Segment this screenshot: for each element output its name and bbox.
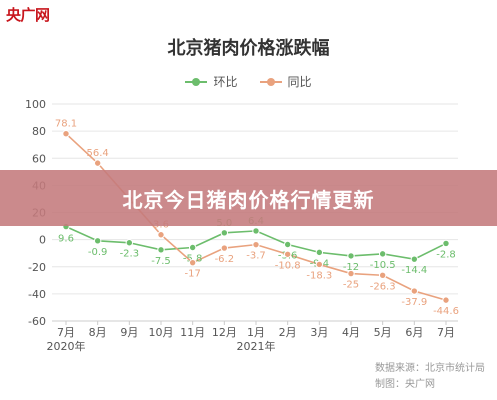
data-point <box>410 255 419 263</box>
x-tick-label: 2月 <box>279 326 297 339</box>
data-label: -12 <box>343 262 359 273</box>
y-tick-label: 100 <box>25 98 46 111</box>
y-tick-label: 80 <box>32 125 46 138</box>
logo: 央广网 <box>6 6 50 24</box>
x-tick-label: 8月 <box>89 326 107 339</box>
data-label: -10.8 <box>275 260 301 271</box>
data-point <box>188 243 197 252</box>
legend-item-yoy[interactable]: 同比 <box>259 73 312 90</box>
y-tick-label: -20 <box>28 261 46 274</box>
data-label: 9.6 <box>58 234 74 245</box>
x-tick-label: 6月 <box>405 326 423 339</box>
data-point <box>93 237 102 245</box>
data-point <box>157 246 165 254</box>
data-label: -2.3 <box>120 249 140 260</box>
source-note: 数据来源：北京市统计局 制图：央广网 <box>375 361 485 393</box>
credit-line: 制图：央广网 <box>375 379 435 390</box>
data-point <box>347 269 355 278</box>
headline-text: 北京今日猪肉价格行情更新 <box>122 187 375 212</box>
data-point <box>442 296 450 304</box>
legend-item-mom[interactable]: 环比 <box>185 73 238 90</box>
data-label: -17 <box>184 269 200 280</box>
y-tick-label: 60 <box>32 152 46 165</box>
legend: 环比 同比 <box>0 73 497 90</box>
data-label: -18.3 <box>306 270 332 281</box>
y-tick-label: 0 <box>39 234 46 247</box>
x-tick-label: 9月 <box>120 326 138 339</box>
data-label: -14.4 <box>401 265 427 276</box>
data-label: -44.6 <box>433 306 459 317</box>
data-point <box>347 252 355 260</box>
legend-swatch-yoy <box>259 77 282 87</box>
source-line: 数据来源：北京市统计局 <box>375 363 485 374</box>
chart-title: 北京猪肉价格涨跌幅 <box>167 38 330 59</box>
x-tick-label: 5月 <box>374 326 392 339</box>
headline-banner: 北京今日猪肉价格行情更新 <box>0 170 497 226</box>
data-point <box>315 260 324 269</box>
data-label: -6.2 <box>215 254 235 265</box>
x-tick-label: 1月 <box>247 326 265 339</box>
x-tick-label: 10月 <box>149 326 174 339</box>
data-point <box>93 159 102 167</box>
data-label: -25 <box>343 280 359 291</box>
x-tick-label: 12月 <box>212 326 237 339</box>
data-point <box>315 248 324 257</box>
data-point <box>157 231 165 239</box>
data-point <box>442 239 450 248</box>
data-point <box>283 240 292 249</box>
data-label: 56.4 <box>87 148 109 159</box>
data-label: -0.9 <box>88 247 108 258</box>
y-tick-label: -60 <box>28 315 46 328</box>
data-label: 78.1 <box>55 119 77 130</box>
x-tick-label: 3月 <box>310 326 328 339</box>
data-point <box>125 239 134 247</box>
data-point <box>378 271 387 279</box>
y-tick-label: -40 <box>28 288 46 301</box>
legend-label-mom: 环比 <box>213 75 238 89</box>
data-point <box>220 244 229 252</box>
x-tick-label: 7月 <box>437 326 455 339</box>
data-label: -26.3 <box>370 281 396 292</box>
data-point <box>62 130 70 138</box>
year-label: 2021年 <box>237 339 276 353</box>
data-label: -3.7 <box>246 251 266 262</box>
data-point <box>283 250 292 258</box>
data-point <box>252 227 260 235</box>
data-label: -2.8 <box>436 249 456 260</box>
x-tick-label: 4月 <box>342 326 360 339</box>
legend-label-yoy: 同比 <box>287 75 312 89</box>
data-point <box>220 229 229 237</box>
x-tick-label: 7月 <box>57 326 75 339</box>
x-tick-label: 11月 <box>180 326 205 339</box>
data-point <box>410 287 419 295</box>
data-label: -7.5 <box>151 256 171 267</box>
data-label: -10.5 <box>370 260 396 271</box>
year-label: 2020年 <box>47 339 86 353</box>
data-label: -37.9 <box>401 297 427 308</box>
data-point <box>252 240 260 249</box>
legend-swatch-mom <box>185 77 208 87</box>
data-point <box>188 258 197 267</box>
data-point <box>378 250 387 258</box>
